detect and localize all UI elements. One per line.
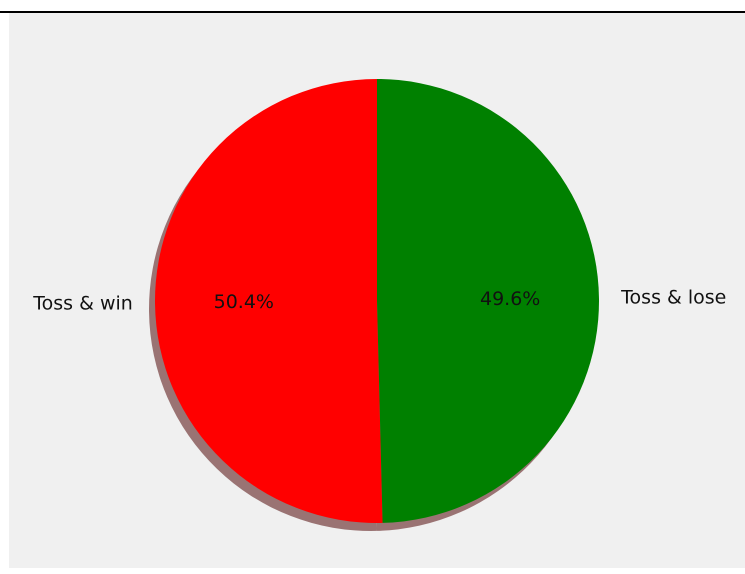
category-label-toss-lose: Toss & lose <box>620 286 726 308</box>
pie-slice-toss-win <box>154 79 383 523</box>
pie-label-layer: Toss & win 50.4% Toss & lose 49.6% <box>32 286 726 314</box>
figure-top-border <box>0 11 745 13</box>
category-label-toss-win: Toss & win <box>32 293 133 315</box>
pie-slice-toss-lose <box>377 79 599 523</box>
percent-label-toss-win: 50.4% <box>214 291 274 313</box>
pie-slice-layer <box>154 79 599 523</box>
percent-label-toss-lose: 49.6% <box>480 288 540 310</box>
